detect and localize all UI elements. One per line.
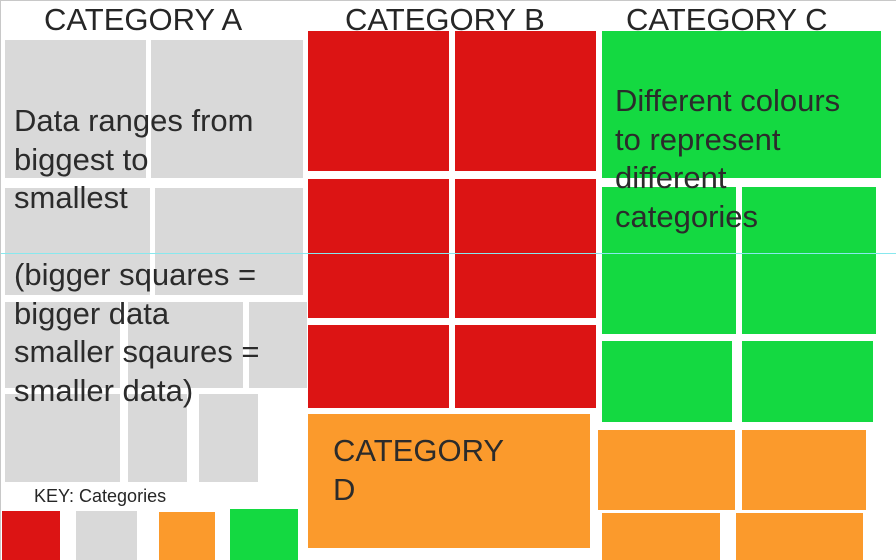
category-b-cell [308, 325, 449, 408]
category-c-title: CATEGORY C [626, 2, 828, 37]
guide-line [0, 253, 896, 254]
category-a-cell [5, 40, 146, 178]
frame-border-left [0, 0, 1, 560]
category-c-cell [602, 341, 732, 422]
category-a-cell [155, 188, 303, 295]
category-c-cell [602, 187, 736, 334]
colours-note: Different colours to represent different… [615, 83, 841, 234]
category-d-title: CATEGORY D [333, 433, 505, 507]
key-swatch-orange [159, 512, 215, 560]
category-a-cell [151, 40, 303, 178]
category-c-cell [742, 187, 876, 334]
category-d-cell [598, 430, 735, 510]
category-b-cell [455, 325, 596, 408]
category-a-title: CATEGORY A [44, 2, 243, 37]
key-swatch-green [230, 509, 298, 560]
range-note: Data ranges from biggest to smallest (bi… [14, 103, 260, 408]
frame-border-top [0, 0, 896, 1]
category-a-cell [128, 394, 187, 482]
category-d-cell [736, 513, 863, 560]
category-b-cell [455, 31, 596, 171]
category-b-cell [308, 179, 449, 318]
category-d-cell [308, 414, 590, 548]
category-a-cell [128, 302, 243, 388]
category-d-cell [602, 513, 720, 560]
category-b-title: CATEGORY B [345, 2, 545, 37]
category-d-cell [742, 430, 866, 510]
category-c-cell [742, 341, 873, 422]
category-a-cell [249, 302, 307, 388]
category-c-cell [602, 31, 881, 178]
category-a-cell [5, 302, 120, 388]
category-a-cell [5, 188, 150, 295]
key-label: KEY: Categories [34, 486, 167, 506]
category-b-cell [455, 179, 596, 318]
key-swatch-red [2, 511, 60, 560]
category-a-cell [5, 394, 120, 482]
key-swatch-gray [76, 511, 137, 560]
category-b-cell [308, 31, 449, 171]
category-a-cell [199, 394, 258, 482]
